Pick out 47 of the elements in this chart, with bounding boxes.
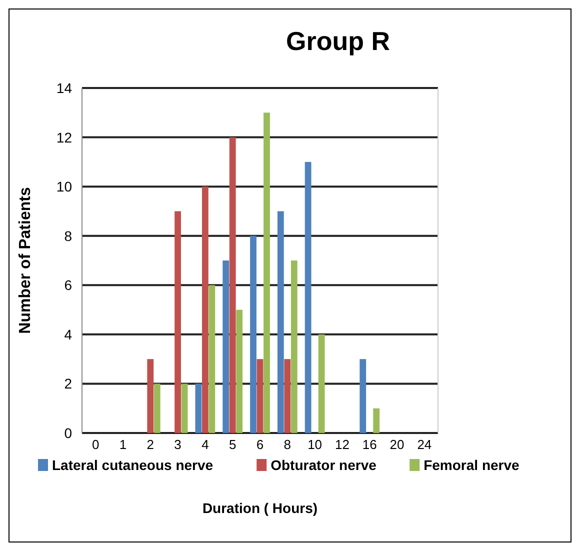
y-tick-label: 4 xyxy=(64,326,72,342)
y-tick-label: 8 xyxy=(64,228,72,244)
x-tick-label: 20 xyxy=(390,437,404,452)
bar xyxy=(222,260,230,433)
bar xyxy=(284,359,291,433)
bar xyxy=(250,236,256,433)
y-tick-label: 6 xyxy=(64,277,72,294)
x-tick-label: 16 xyxy=(362,437,377,452)
x-tick-label: 10 xyxy=(308,437,322,452)
bar xyxy=(304,162,312,433)
x-axis-title: Duration ( Hours) xyxy=(202,500,318,516)
bar xyxy=(202,186,208,433)
bar xyxy=(360,359,366,433)
bar xyxy=(236,310,243,433)
legend-label: Obturator nerve xyxy=(270,457,377,473)
bar xyxy=(229,137,236,433)
x-tick-label: 5 xyxy=(228,437,236,452)
x-tick-label: 24 xyxy=(417,437,432,452)
x-tick-label: 8 xyxy=(284,437,292,452)
bar xyxy=(147,359,154,433)
legend-label: Femoral nerve xyxy=(424,457,520,473)
legend-label: Lateral cutaneous nerve xyxy=(52,457,214,473)
x-tick-label: 0 xyxy=(92,437,100,452)
bar xyxy=(256,359,264,433)
x-tick-label: 3 xyxy=(174,437,182,452)
bar xyxy=(277,211,284,433)
x-tick-label: 1 xyxy=(119,437,127,452)
y-tick-label: 12 xyxy=(56,129,72,146)
x-tick-label: 6 xyxy=(256,437,264,452)
y-tick-label: 2 xyxy=(64,376,72,392)
bar xyxy=(290,260,298,433)
bar xyxy=(195,384,202,433)
bar xyxy=(318,334,325,433)
x-tick-label: 2 xyxy=(146,437,154,452)
y-tick-label: 10 xyxy=(56,178,72,195)
bar xyxy=(174,211,181,433)
bar xyxy=(373,408,380,433)
bar xyxy=(181,384,188,433)
bar xyxy=(208,285,216,433)
y-tick-label: 0 xyxy=(64,425,72,441)
chart-title: Group R xyxy=(286,26,390,56)
bar xyxy=(154,384,160,433)
x-tick-label: 12 xyxy=(334,437,350,452)
x-tick-label: 4 xyxy=(202,437,209,452)
y-tick-label: 14 xyxy=(56,80,72,96)
bar xyxy=(264,112,270,433)
y-axis-title: Number of Patients xyxy=(17,187,34,334)
